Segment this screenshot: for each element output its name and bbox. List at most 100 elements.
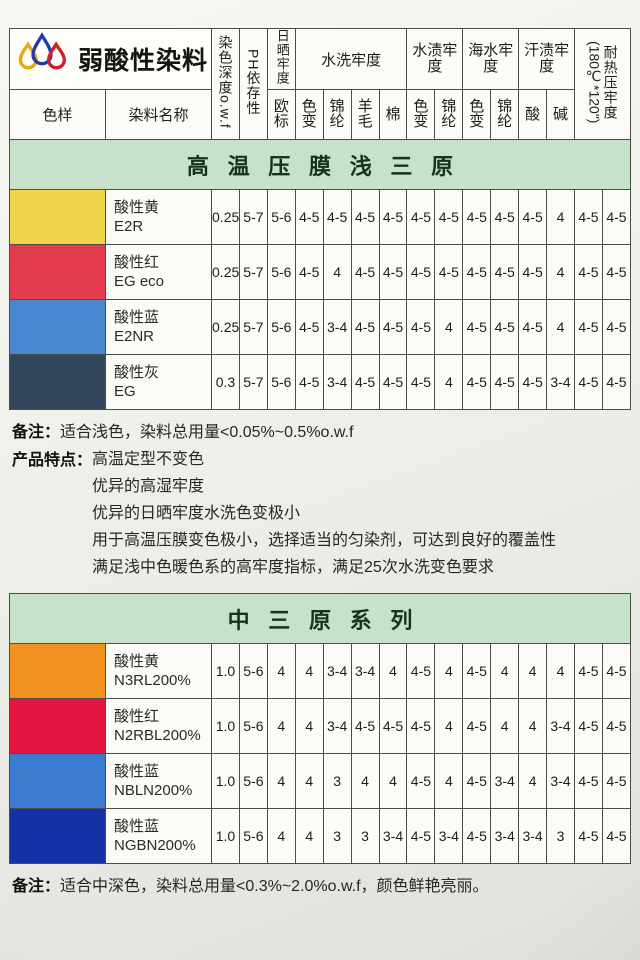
header-row-groups: 弱酸性染料 染色深度o.w.f PH依存性 日晒牢度 水洗牢度 水渍牢度 海水牢… xyxy=(8,28,631,140)
value-cell: 4-5 xyxy=(406,354,436,410)
table-row: 酸性黄 N3RL200% 1.0 5-6 4 4 3-4 3-4 4 4-5 4… xyxy=(9,643,632,699)
col-header-waterstain: 水渍牢度 xyxy=(406,28,464,90)
value-cell: 4 xyxy=(546,643,575,699)
value-cell: 5-6 xyxy=(266,244,296,300)
value-cell: 4-5 xyxy=(574,354,603,410)
value-cell: 4 xyxy=(490,643,520,699)
dye-name-cell: 酸性红 N2RBL200% xyxy=(105,698,212,754)
value-cell: 4-5 xyxy=(294,354,324,410)
value-cell: 4-5 xyxy=(601,299,632,355)
value-cell: 3 xyxy=(350,808,380,864)
color-swatch xyxy=(9,643,106,699)
subcol-sweat-alkali: 碱 xyxy=(546,89,575,140)
value-cell: 5-7 xyxy=(238,354,268,410)
value-cell: 3-4 xyxy=(378,808,408,864)
value-cell: 4-5 xyxy=(378,698,408,754)
value-cell: 4-5 xyxy=(462,299,492,355)
value-cell: 4-5 xyxy=(406,299,436,355)
col-header-ph: PH依存性 xyxy=(238,28,268,140)
value-cell: 4-5 xyxy=(490,244,520,300)
subcol-wash-wool: 羊毛 xyxy=(350,89,380,140)
table-row: 酸性红 EG eco 0.25 5-7 5-6 4-5 4 4-5 4-5 4-… xyxy=(9,244,632,300)
value-cell: 4-5 xyxy=(601,244,632,300)
value-cell: 5-7 xyxy=(238,299,268,355)
value-cell: 4-5 xyxy=(462,753,492,809)
notes-section-bottom: 备注： 适合中深色，染料总用量<0.3%~2.0%o.w.f，颜色鲜艳亮丽。 xyxy=(12,874,628,899)
value-cell: 0.25 xyxy=(211,299,240,355)
value-cell: 5-6 xyxy=(266,189,296,245)
color-swatch xyxy=(9,299,106,355)
value-cell: 5-6 xyxy=(266,299,296,355)
value-cell: 3-4 xyxy=(322,354,352,410)
col-header-perspiration: 汗渍牢度 xyxy=(518,28,575,90)
value-cell: 4-5 xyxy=(462,244,492,300)
value-cell: 4-5 xyxy=(350,244,380,300)
feature-item: 满足浅中色暖色系的高牢度指标，满足25次水洗变色要求 xyxy=(92,559,494,576)
value-cell: 4 xyxy=(266,808,296,864)
note-medium-series: 备注： 适合中深色，染料总用量<0.3%~2.0%o.w.f，颜色鲜艳亮丽。 xyxy=(12,874,628,899)
value-cell: 4-5 xyxy=(601,189,632,245)
value-cell: 4-5 xyxy=(350,189,380,245)
color-swatch xyxy=(9,753,106,809)
value-cell: 4 xyxy=(434,354,464,410)
value-cell: 4-5 xyxy=(378,244,408,300)
value-cell: 5-6 xyxy=(238,643,268,699)
value-cell: 3-4 xyxy=(546,698,575,754)
value-cell: 4-5 xyxy=(574,244,603,300)
value-cell: 4-5 xyxy=(462,354,492,410)
value-cell: 4-5 xyxy=(378,189,408,245)
feature-item: 优异的高湿牢度 xyxy=(92,478,205,495)
dye-name-cell: 酸性蓝 NBLN200% xyxy=(105,753,212,809)
value-cell: 4 xyxy=(490,698,520,754)
value-cell: 4-5 xyxy=(350,299,380,355)
value-cell: 4-5 xyxy=(574,299,603,355)
value-cell: 1.0 xyxy=(211,643,240,699)
subcol-sweat-acid: 酸 xyxy=(518,89,548,140)
value-cell: 5-6 xyxy=(238,753,268,809)
fastness-table-medium-series: 中三原系列 酸性黄 N3RL200% 1.0 5-6 4 4 3-4 3-4 4… xyxy=(9,593,632,864)
features-label: 产品特点： xyxy=(12,452,93,469)
value-cell: 4-5 xyxy=(294,244,324,300)
table-row: 酸性蓝 E2NR 0.25 5-7 5-6 4-5 3-4 4-5 4-5 4-… xyxy=(9,299,632,355)
value-cell: 3 xyxy=(322,808,352,864)
value-cell: 3 xyxy=(322,753,352,809)
value-cell: 4 xyxy=(518,643,548,699)
value-cell: 4-5 xyxy=(601,698,632,754)
value-cell: 4-5 xyxy=(294,299,324,355)
value-cell: 3-4 xyxy=(490,753,520,809)
value-cell: 4 xyxy=(518,698,548,754)
value-cell: 3-4 xyxy=(546,354,575,410)
value-cell: 5-7 xyxy=(238,189,268,245)
col-header-seawater: 海水牢度 xyxy=(462,28,520,90)
value-cell: 0.3 xyxy=(211,354,240,410)
features-list: 高温定型不变色 优异的高湿牢度 优异的日晒牢度水洗色变极小 用于高温压膜变色极小… xyxy=(92,446,556,581)
value-cell: 4-5 xyxy=(573,808,603,864)
dye-name-cell: 酸性黄 N3RL200% xyxy=(105,643,212,699)
value-cell: 4-5 xyxy=(434,189,464,245)
value-cell: 4-5 xyxy=(406,189,436,245)
feature-item: 优异的日晒牢度水洗色变极小 xyxy=(92,505,301,522)
value-cell: 4-5 xyxy=(573,698,603,754)
value-cell: 4-5 xyxy=(406,753,436,809)
value-cell: 4-5 xyxy=(322,189,352,245)
color-swatch xyxy=(9,354,106,410)
value-cell: 4 xyxy=(546,189,575,245)
value-cell: 3-4 xyxy=(490,808,520,864)
value-cell: 4-5 xyxy=(518,354,548,410)
notes-section: 备注： 适合浅色，染料总用量<0.05%~0.5%o.w.f 产品特点： 高温定… xyxy=(12,420,628,581)
value-cell: 4-5 xyxy=(601,643,632,699)
subcol-wash-nylon: 锦纶 xyxy=(322,89,352,140)
dye-name-cell: 酸性黄 E2R xyxy=(104,189,213,245)
value-cell: 4-5 xyxy=(601,753,632,809)
value-cell: 3-4 xyxy=(322,299,352,355)
color-swatch xyxy=(9,808,106,864)
value-cell: 4 xyxy=(434,698,464,754)
series1-title: 高温压膜浅三原 xyxy=(9,139,631,190)
brand-header-cell: 弱酸性染料 xyxy=(8,28,213,90)
value-cell: 4 xyxy=(434,753,464,809)
note-light-series: 备注： 适合浅色，染料总用量<0.05%~0.5%o.w.f xyxy=(12,420,628,445)
dye-name-cell: 酸性灰 EG xyxy=(104,354,213,410)
value-cell: 4-5 xyxy=(378,354,408,410)
value-cell: 4 xyxy=(378,643,408,699)
